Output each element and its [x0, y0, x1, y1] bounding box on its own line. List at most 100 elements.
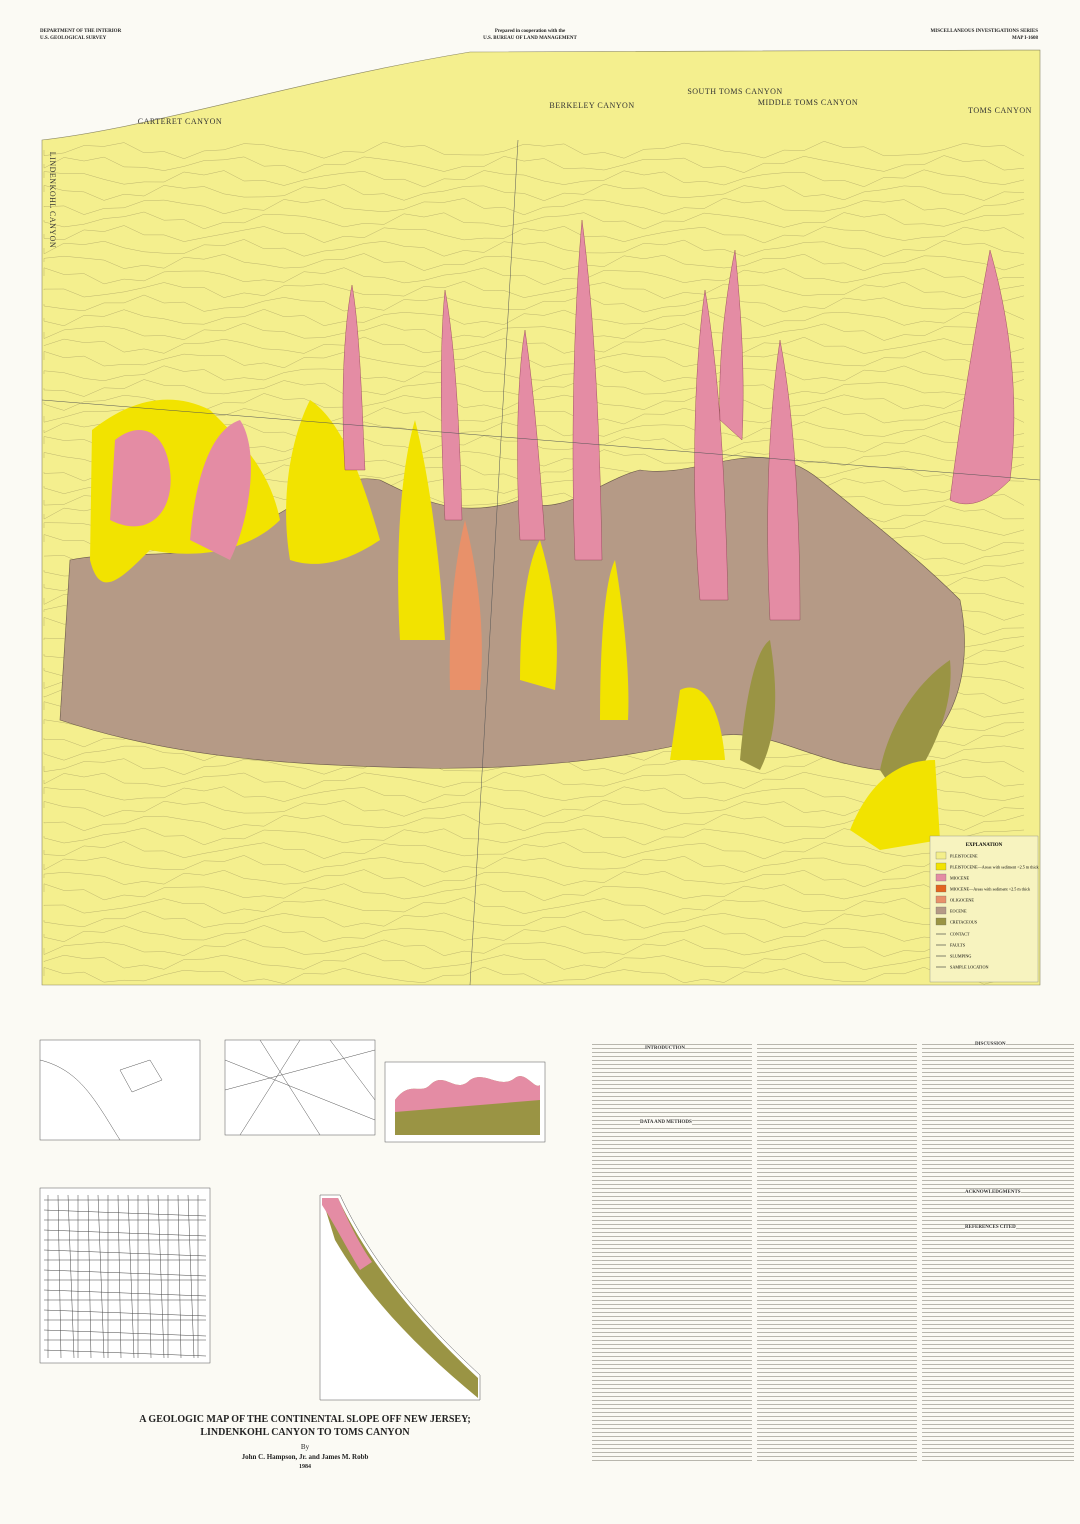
- figure-index-map: [39, 1039, 201, 1141]
- track-line: [43, 1229, 207, 1237]
- legend-label: EOCENE: [950, 909, 967, 914]
- canyon-label: CARTERET CANYON: [138, 117, 222, 126]
- legend-swatch: [935, 917, 947, 926]
- contour-line: [43, 169, 1025, 188]
- canyon-label: TOMS CANYON: [968, 106, 1032, 115]
- contour-line: [43, 925, 1025, 943]
- contour-line: [43, 322, 1025, 341]
- legend-swatch: [935, 862, 947, 871]
- contour-line: [43, 966, 1025, 985]
- section-heading: ACKNOWLEDGMENTS: [965, 1190, 1021, 1195]
- header-center: U.S. BUREAU OF LAND MANAGEMENT: [483, 36, 577, 41]
- legend-swatch: [935, 906, 947, 915]
- map-title: A GEOLOGIC MAP OF THE CONTINENTAL SLOPE …: [139, 1414, 470, 1425]
- yellow-unit: [850, 760, 940, 850]
- profile-line: [41, 399, 1041, 481]
- figure-track-map: [224, 1039, 376, 1136]
- year: 1984: [299, 1464, 311, 1470]
- contour-line: [43, 281, 1025, 299]
- contour-line: [43, 883, 1025, 902]
- by: By: [301, 1443, 310, 1451]
- legend-label: SAMPLE LOCATION: [950, 965, 989, 970]
- contour-line: [43, 869, 1025, 888]
- contour-line: [43, 239, 1025, 257]
- figure-grid-map: [39, 1187, 211, 1364]
- legend-swatch: [935, 895, 947, 904]
- track-line: [43, 1309, 207, 1317]
- track-line: [43, 1349, 207, 1357]
- contour-line: [43, 211, 1025, 230]
- section-heading: INTRODUCTION: [645, 1046, 686, 1051]
- legend-label: MIOCENE: [950, 876, 970, 881]
- legend: EXPLANATION PLEISTOCENE PLEISTOCENE—Areas…: [929, 835, 1039, 983]
- track-line: [43, 1209, 207, 1217]
- contour-line: [43, 855, 1025, 873]
- track-line: [97, 1194, 105, 1359]
- contour-line: [43, 183, 1025, 201]
- track-line: [127, 1194, 135, 1359]
- contour-line: [43, 938, 1025, 957]
- legend-label: MIOCENE—Areas with sediment <2.5 m thick: [950, 887, 1031, 892]
- canyon-label: MIDDLE TOMS CANYON: [758, 98, 858, 107]
- contour-line: [43, 155, 1025, 174]
- contour-line: [43, 910, 1025, 929]
- contour-line: [43, 253, 1025, 272]
- contour-line: [43, 771, 1025, 790]
- pink-unit: [110, 430, 171, 527]
- header-right: MISCELLANEOUS INVESTIGATIONS SERIES: [931, 29, 1039, 34]
- contour-line: [43, 294, 1025, 313]
- contour-line: [43, 141, 1025, 159]
- track-line: [117, 1194, 122, 1359]
- contour-line: [43, 197, 1025, 216]
- gridlines: [43, 1194, 207, 1359]
- contour-line: [43, 897, 1025, 915]
- yellow-unit: [520, 540, 557, 690]
- canyon-label: LINDENKOHL CANYON: [48, 152, 57, 248]
- track-line: [157, 1194, 165, 1359]
- legend-swatch: [935, 873, 947, 882]
- text-column: [592, 1042, 752, 1462]
- track-line: [43, 1289, 207, 1297]
- canyon-label: SOUTH TOMS CANYON: [687, 87, 782, 96]
- legend-label: CRETACEOUS: [950, 920, 978, 925]
- legend-label: SLUMPING: [950, 954, 971, 959]
- authors: John C. Hampson, Jr. and James M. Robb: [242, 1453, 369, 1461]
- yellow-unit: [286, 400, 380, 564]
- track-line: [43, 1329, 207, 1337]
- contour-line: [43, 225, 1025, 244]
- track-line: [187, 1194, 195, 1359]
- yellow-unit: [600, 560, 629, 720]
- contour-line: [43, 841, 1025, 860]
- legend-label: CONTACT: [950, 932, 970, 937]
- legend-title: EXPLANATION: [966, 843, 1003, 848]
- track-line: [147, 1194, 152, 1359]
- pink-unit: [190, 420, 251, 560]
- legend-label: FAULTS: [950, 943, 966, 948]
- pink-tongue: [572, 219, 603, 561]
- track-line: [177, 1194, 182, 1359]
- yellow-unit: [398, 420, 445, 640]
- section-heading: REFERENCES CITED: [965, 1225, 1016, 1230]
- map-title: LINDENKOHL CANYON TO TOMS CANYON: [200, 1427, 410, 1438]
- contour-line: [43, 952, 1025, 971]
- section-heading: DISCUSSION: [975, 1042, 1006, 1047]
- pink-tongue: [694, 289, 729, 601]
- pink-tongue: [342, 284, 366, 471]
- section-layer: [322, 1198, 372, 1270]
- tracklines: [224, 1039, 376, 1136]
- pink-tongue: [441, 289, 463, 521]
- header-center: Prepared in cooperation with the: [495, 29, 566, 34]
- track-line: [43, 1269, 207, 1277]
- header-left: U.S. GEOLOGICAL SURVEY: [40, 36, 107, 41]
- pink-tongue: [719, 249, 744, 441]
- pink-tongue: [767, 339, 801, 621]
- canyon-label: BERKELEY CANYON: [549, 101, 634, 110]
- header-right: MAP I-1608: [1012, 36, 1038, 41]
- legend-swatch: [935, 884, 947, 893]
- contour-line: [43, 309, 1025, 327]
- track-line: [87, 1194, 92, 1359]
- contour-line: [43, 799, 1025, 817]
- pink-tongue: [949, 249, 1015, 505]
- text-column: [757, 1042, 917, 1462]
